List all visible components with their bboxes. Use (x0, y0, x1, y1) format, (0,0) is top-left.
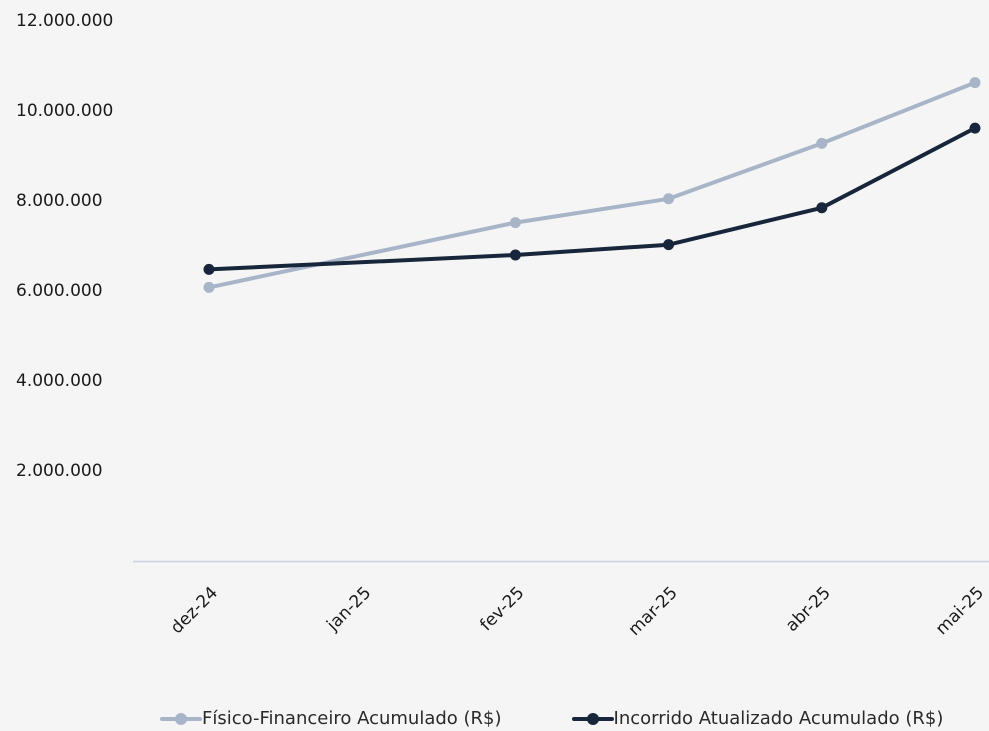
series-line-incorrido-atualizado (207, 126, 977, 272)
y-tick-label: 4.000.000 (16, 371, 103, 391)
x-axis-ticks: dez-24 jan-25 fev-25 mar-25 abr-25 mai-25 (167, 583, 988, 640)
legend-dot-icon (175, 712, 187, 725)
legend-label-fisico-financeiro: Físico-Financeiro Acumulado (R$) (202, 708, 502, 729)
series-layer (203, 77, 981, 293)
legend-swatch-fisico-financeiro (160, 712, 202, 726)
x-tick-label: mar-25 (625, 583, 682, 640)
x-tick-label: mai-25 (932, 583, 988, 639)
data-point-incorrido-atualizado (663, 239, 675, 251)
y-tick-label: 2.000.000 (16, 461, 103, 481)
data-point-incorrido-atualizado (203, 263, 215, 275)
legend-item-fisico-financeiro[interactable]: Físico-Financeiro Acumulado (R$) (160, 708, 502, 729)
data-point-incorrido-atualizado (969, 122, 981, 134)
legend: Físico-Financeiro Acumulado (R$) Incorri… (160, 706, 989, 731)
y-axis-ticks: 2.000.000 4.000.000 6.000.000 8.000.000 10.0… (16, 11, 113, 481)
y-tick-label: 12.000.000 (16, 11, 113, 31)
x-tick-label: fev-25 (476, 583, 528, 635)
data-point-incorrido-atualizado (816, 202, 828, 214)
legend-label-incorrido-atualizado: Incorrido Atualizado Acumulado (R$) (613, 708, 944, 729)
legend-swatch-incorrido-atualizado (571, 712, 614, 726)
y-tick-label: 8.000.000 (16, 191, 103, 211)
series-line-fisico-financeiro (207, 80, 977, 290)
x-tick-label: abr-25 (782, 583, 835, 636)
data-point-incorrido-atualizado (509, 249, 521, 261)
y-tick-label: 6.000.000 (16, 281, 103, 301)
data-point-fisico-financeiro (663, 193, 675, 205)
y-tick-label: 10.000.000 (16, 101, 113, 121)
data-point-fisico-financeiro (816, 137, 828, 149)
data-point-fisico-financeiro (969, 77, 981, 89)
data-point-fisico-financeiro (203, 281, 215, 293)
x-tick-label: jan-25 (322, 583, 375, 636)
legend-dot-icon (586, 712, 599, 725)
x-tick-label: dez-24 (167, 583, 222, 638)
data-point-fisico-financeiro (509, 217, 521, 229)
legend-item-incorrido-atualizado[interactable]: Incorrido Atualizado Acumulado (R$) (571, 708, 944, 729)
